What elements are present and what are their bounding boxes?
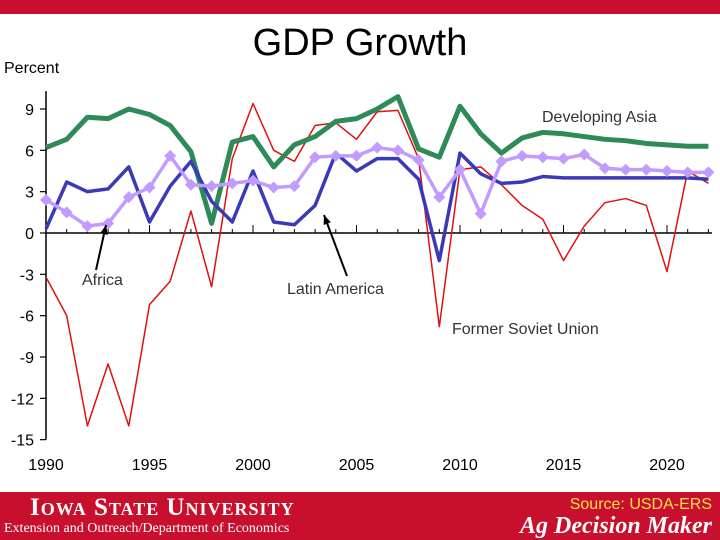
africa-point: [681, 166, 694, 179]
x-tick-label: 2020: [649, 457, 685, 474]
africa-point: [267, 181, 280, 194]
label-developing-asia: Developing Asia: [542, 109, 657, 126]
y-tick-label: 3: [25, 185, 34, 202]
y-tick-label: 9: [25, 102, 34, 119]
africa-point: [205, 180, 218, 193]
africa-point: [226, 177, 239, 190]
africa-point: [350, 149, 363, 162]
top-accent-bar: [0, 0, 720, 14]
africa-point: [474, 207, 487, 220]
africa-point: [247, 174, 259, 187]
africa-point: [702, 166, 715, 179]
y-axis-label: Percent: [4, 60, 60, 77]
africa-point: [619, 163, 632, 176]
series-line-developing-asia: [45, 94, 709, 226]
africa-point: [40, 193, 52, 206]
africa-point: [536, 151, 549, 164]
university-name: Iowa State University: [30, 494, 295, 521]
africa-point: [371, 141, 384, 154]
africa-point: [640, 163, 653, 176]
africa-point: [143, 181, 156, 194]
africa-point: [81, 220, 94, 233]
gdp-growth-chart: 9 6 3 0 -3 -6 -9 -12 -15 1990 1995 2000 2005 2010 2015…: [11, 91, 715, 474]
latin-america-arrow-head: [323, 215, 331, 225]
y-tick-label: 6: [25, 143, 34, 160]
label-former-soviet-union: Former Soviet Union: [452, 321, 599, 338]
africa-point: [495, 155, 508, 168]
africa-point: [412, 153, 425, 166]
x-tick-label: 2015: [546, 457, 582, 474]
africa-point: [122, 191, 135, 204]
chart-title: GDP Growth: [252, 22, 468, 64]
x-tick-label: 2010: [442, 457, 478, 474]
x-tick-label: 1990: [28, 457, 64, 474]
series-line-latin-america: [44, 151, 709, 263]
africa-point: [309, 151, 322, 164]
source-note: Source: USDA-ERS: [569, 496, 712, 513]
africa-point: [329, 149, 342, 162]
x-tick-label: 1995: [132, 457, 168, 474]
department-name: Extension and Outreach/Department of Eco…: [4, 521, 290, 536]
africa-arrow-head: [100, 225, 108, 235]
y-tick-label: -6: [20, 309, 34, 326]
africa-point: [454, 163, 466, 176]
africa-point: [661, 165, 673, 177]
label-latin-america: Latin America: [287, 281, 384, 298]
africa-point: [391, 144, 404, 157]
africa-point: [184, 178, 197, 191]
africa-point: [557, 152, 570, 165]
africa-point: [516, 149, 529, 162]
footer-bar: [0, 492, 720, 540]
africa-point: [598, 162, 611, 175]
africa-point: [164, 149, 177, 162]
brand-name: Ag Decision Maker: [520, 513, 712, 539]
y-tick-label: -12: [11, 391, 34, 408]
x-tick-label: 2005: [339, 457, 375, 474]
africa-point: [433, 191, 446, 204]
x-tick-label: 2000: [235, 457, 271, 474]
y-tick-label: -9: [20, 350, 34, 367]
africa-point: [60, 206, 73, 219]
africa-point: [578, 148, 591, 161]
y-tick-label: 0: [25, 226, 34, 243]
label-africa: Africa: [82, 272, 123, 289]
latin-america-arrow: [323, 214, 348, 277]
y-tick-label: -3: [20, 267, 34, 284]
africa-point: [288, 180, 301, 193]
y-tick-label: -15: [11, 433, 34, 450]
